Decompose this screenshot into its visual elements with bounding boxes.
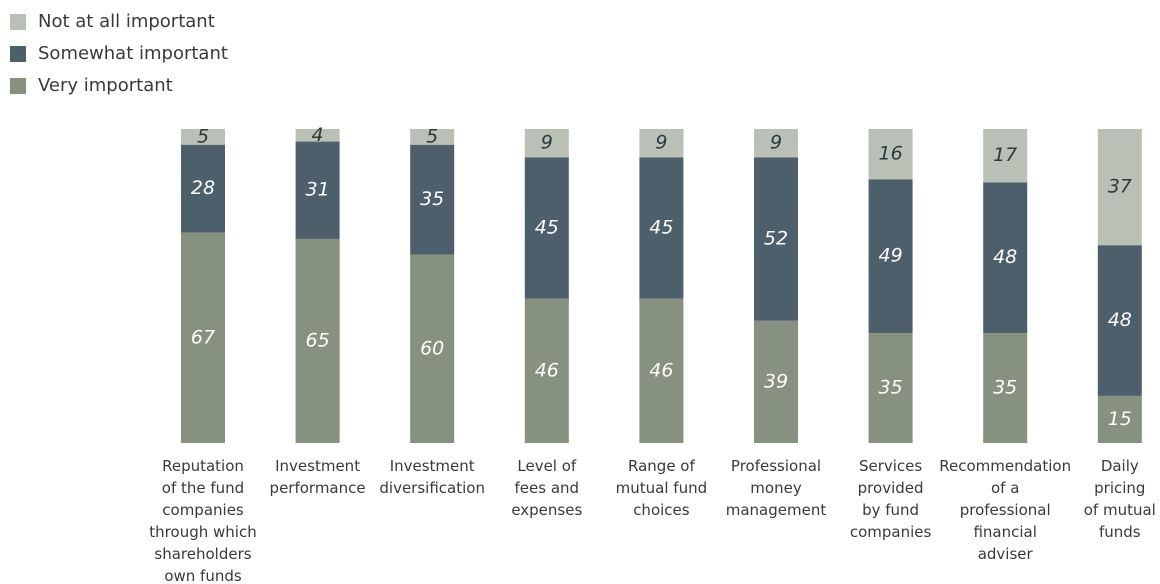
value-label: 67 xyxy=(191,326,215,348)
bar-segment xyxy=(639,157,684,299)
x-tick-label: Level of fees and expenses xyxy=(511,457,583,519)
bar-segment xyxy=(181,232,225,443)
bar-segment xyxy=(983,182,1028,334)
value-label: 60 xyxy=(420,337,444,359)
x-tick-label: Recommendation of a professional financi… xyxy=(939,457,1072,563)
value-label: 49 xyxy=(879,245,903,267)
value-label: 65 xyxy=(306,329,330,351)
value-label: 5 xyxy=(426,125,438,147)
value-label: 31 xyxy=(306,179,330,201)
value-label: 39 xyxy=(764,370,788,392)
legend-swatch xyxy=(10,78,26,94)
bar-segment xyxy=(410,129,455,145)
value-label: 9 xyxy=(541,132,553,154)
bar-segment xyxy=(524,298,569,443)
value-label: 48 xyxy=(1108,309,1132,331)
bar-segment xyxy=(983,129,1028,183)
value-label: 15 xyxy=(1108,408,1132,430)
bar-segment xyxy=(868,129,913,180)
bar-segment xyxy=(868,333,913,443)
x-tick-label: Reputation of the fund companies through… xyxy=(149,457,257,584)
value-label: 4 xyxy=(312,124,324,146)
bar-segment xyxy=(295,141,340,239)
value-label: 35 xyxy=(993,377,1017,399)
value-label: 9 xyxy=(770,132,782,154)
value-label: 45 xyxy=(535,216,559,238)
legend-swatch xyxy=(10,14,26,30)
value-label: 9 xyxy=(655,132,667,154)
bar-segment xyxy=(1097,129,1142,246)
bar-segment xyxy=(983,333,1028,443)
bar-segment xyxy=(639,298,684,443)
bar-segment xyxy=(1097,395,1142,443)
value-label: 35 xyxy=(420,188,444,210)
value-label: 46 xyxy=(535,359,559,381)
value-label: 48 xyxy=(993,246,1017,268)
x-tick-label: Investment diversification xyxy=(379,457,485,497)
bar-segment xyxy=(524,129,569,158)
value-label: 37 xyxy=(1108,176,1132,198)
bar-segment xyxy=(295,238,340,443)
bar-segment xyxy=(524,157,569,299)
bar-segment xyxy=(868,179,913,334)
bar-segment xyxy=(410,254,455,443)
bar-segment xyxy=(410,144,455,255)
legend-label: Somewhat important xyxy=(38,43,228,64)
value-label: 45 xyxy=(649,216,673,238)
x-tick-label: Professional money management xyxy=(725,457,827,519)
value-label: 17 xyxy=(993,144,1017,166)
bar-segment xyxy=(1097,245,1142,396)
x-tick-label: Investment performance xyxy=(269,457,366,497)
value-label: 16 xyxy=(879,143,903,165)
value-label: 52 xyxy=(764,227,788,249)
value-label: 35 xyxy=(879,377,903,399)
value-label: 28 xyxy=(191,177,215,199)
x-tick-label: Services provided by fund companies xyxy=(849,457,932,541)
legend-swatch xyxy=(10,46,26,62)
bar-segment xyxy=(754,157,798,321)
bar-segment xyxy=(181,129,225,145)
bar-segment xyxy=(295,129,340,142)
bar-segment xyxy=(754,129,798,158)
legend-label: Not at all important xyxy=(38,11,215,32)
legend-label: Very important xyxy=(38,75,173,96)
bar-segment xyxy=(181,144,225,233)
bar-segment xyxy=(754,320,798,443)
value-label: 46 xyxy=(649,359,673,381)
x-tick-label: Range of mutual fund choices xyxy=(615,457,708,519)
value-label: 5 xyxy=(197,125,209,147)
bar-segment xyxy=(639,129,684,158)
x-tick-label: Daily pricing of mutual funds xyxy=(1083,457,1156,541)
